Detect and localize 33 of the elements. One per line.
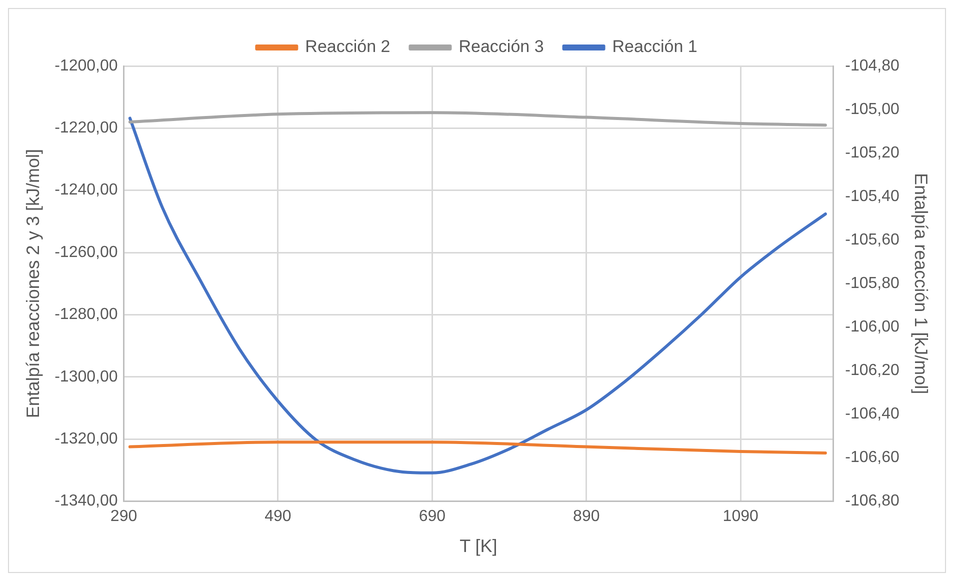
y2-axis-title: Entalpía reacción 1 [kJ/mol] — [911, 173, 932, 394]
line-series — [128, 116, 827, 474]
x-tick-label: 690 — [418, 508, 446, 526]
y-tick-label: -1200,00 — [54, 57, 118, 74]
legend-label: Reacción 2 — [305, 37, 390, 56]
line-series — [128, 111, 827, 127]
y-tick-label: -1340,00 — [54, 492, 118, 510]
y-tick-label: -1240,00 — [54, 182, 118, 199]
y-tick-label: -1320,00 — [54, 430, 118, 448]
x-tick-label: 1090 — [722, 508, 759, 526]
y2-tick-label: -106,60 — [845, 449, 900, 466]
y-tick-label: -1300,00 — [54, 368, 118, 386]
y2-tick-label: -105,60 — [845, 231, 900, 248]
x-axis-title: T [K] — [460, 536, 498, 556]
y-tick-label: -1280,00 — [54, 306, 118, 324]
y2-tick-label: -105,80 — [845, 275, 900, 292]
legend-label: Reacción 3 — [458, 37, 544, 56]
y-tick-label: -1260,00 — [54, 244, 118, 261]
y2-tick-label: -106,20 — [845, 362, 900, 380]
legend-label: Reacción 1 — [612, 37, 698, 56]
y-axis-title: Entalpía reacciones 2 y 3 [kJ/mol] — [22, 149, 43, 418]
y-tick-label: -1220,00 — [54, 120, 118, 137]
y2-tick-label: -106,00 — [845, 318, 900, 336]
y2-tick-label: -106,80 — [845, 492, 900, 510]
x-tick-label: 290 — [110, 508, 138, 526]
line-series — [128, 440, 827, 455]
y2-tick-label: -105,20 — [845, 144, 900, 162]
y2-tick-label: -104,80 — [845, 57, 900, 74]
x-tick-label: 890 — [573, 508, 600, 526]
y2-tick-label: -105,00 — [845, 100, 900, 118]
y2-tick-label: -106,40 — [845, 406, 900, 423]
y2-tick-label: -105,40 — [845, 188, 900, 205]
x-tick-label: 490 — [264, 508, 292, 526]
